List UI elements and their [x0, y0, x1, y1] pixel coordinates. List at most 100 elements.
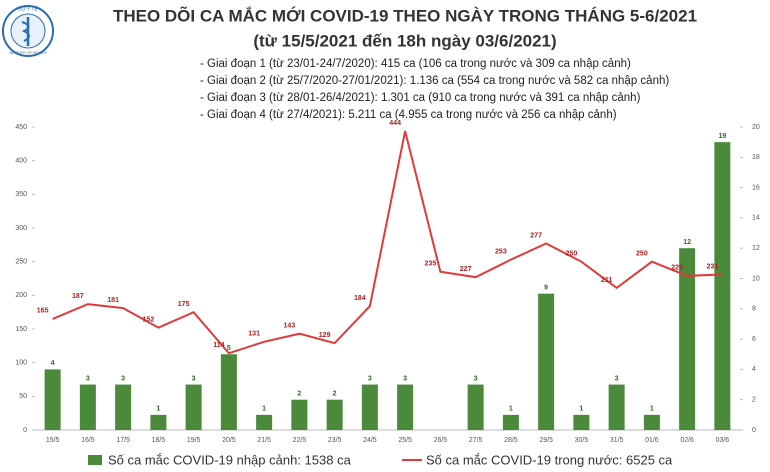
- note: - Giai đoạn 3 (từ 28/01-26/4/2021): 1.30…: [200, 92, 641, 104]
- y2-tick-label: 18: [752, 154, 760, 161]
- line-label: 184: [354, 295, 366, 302]
- bar-label: 1: [579, 406, 583, 413]
- bar: [256, 414, 273, 430]
- y2-tick-label: 0: [752, 427, 756, 434]
- bar-label: 2: [333, 391, 337, 398]
- x-tick-label: 23/5: [328, 437, 342, 444]
- y-tick-label: 300: [15, 225, 27, 232]
- y2-tick-label: 4: [752, 366, 756, 373]
- line-label: 152: [143, 316, 155, 323]
- bar-label: 3: [121, 375, 125, 382]
- bar-label: 5: [227, 345, 231, 352]
- line-label: 250: [566, 251, 578, 258]
- x-tick-label: 31/5: [610, 437, 624, 444]
- bar-label: 4: [51, 360, 55, 367]
- bar: [79, 384, 96, 430]
- line-label: 250: [636, 251, 648, 258]
- bar: [44, 369, 61, 430]
- x-tick-label: 21/5: [257, 437, 271, 444]
- bar-label: 12: [683, 239, 691, 246]
- note: - Giai đoạn 2 (từ 25/7/2020-27/01/2021):…: [200, 75, 669, 87]
- bar: [185, 384, 202, 430]
- chart-subtitle: (từ 15/5/2021 đến 18h ngày 03/6/2021): [253, 31, 556, 50]
- x-tick-label: 16/5: [81, 437, 95, 444]
- line-label: 175: [178, 301, 190, 308]
- y-tick-label: 100: [15, 360, 27, 367]
- line: [52, 130, 723, 355]
- y2-tick-label: 10: [752, 275, 760, 282]
- note: - Giai đoạn 4 (từ 27/4/2021): 5.211 ca (…: [200, 109, 617, 121]
- line-label: 229: [671, 265, 683, 272]
- bar: [679, 248, 696, 430]
- bar-label: 9: [544, 284, 548, 291]
- bar: [150, 414, 167, 430]
- y2-tick-label: 6: [752, 336, 756, 343]
- line-label: 165: [37, 308, 49, 315]
- x-tick-label: 02/6: [680, 437, 694, 444]
- line-label: 129: [319, 332, 331, 339]
- line-label: 231: [707, 263, 719, 270]
- x-tick-label: 22/5: [293, 437, 307, 444]
- legend-label: Số ca mắc COVID-19 trong nước: 6525 ca: [426, 452, 673, 467]
- y-tick-label: 50: [19, 393, 27, 400]
- line-label: 187: [72, 293, 84, 300]
- legend-swatch: [88, 455, 102, 465]
- bar: [502, 414, 519, 430]
- x-tick-label: 19/5: [187, 437, 201, 444]
- x-tick-label: 25/5: [398, 437, 412, 444]
- x-tick-label: 30/5: [575, 437, 589, 444]
- bar-label: 3: [403, 375, 407, 382]
- x-tick-label: 24/5: [363, 437, 377, 444]
- line-label: 227: [460, 266, 472, 273]
- bar: [467, 384, 484, 430]
- x-tick-label: 18/5: [152, 437, 166, 444]
- bar: [714, 142, 731, 430]
- x-tick-label: 15/5: [46, 437, 60, 444]
- y2-tick-label: 16: [752, 184, 760, 191]
- line-label: 114: [213, 342, 224, 349]
- logo-top: BỘ Y TẾ: [18, 5, 38, 12]
- bar-label: 1: [156, 406, 160, 413]
- y-tick-label: 200: [15, 292, 27, 299]
- note: - Giai đoạn 1 (từ 23/01-24/7/2020): 415 …: [200, 58, 631, 70]
- bar: [220, 354, 237, 430]
- bar: [538, 293, 555, 430]
- x-tick-label: 26/5: [434, 437, 448, 444]
- line-label: 235: [425, 261, 437, 268]
- bar-label: 3: [368, 375, 372, 382]
- bar-label: 3: [86, 375, 90, 382]
- bar-label: 3: [192, 375, 196, 382]
- y-tick-label: 150: [15, 326, 27, 333]
- chart-title: THEO DÕI CA MẮC MỚI COVID-19 THEO NGÀY T…: [113, 5, 697, 25]
- y-tick-label: 450: [15, 124, 27, 131]
- logo: BỘ Y TẾ MINISTRY OF HEALTH: [2, 5, 54, 57]
- y2-tick-label: 14: [752, 215, 760, 222]
- bar-label: 1: [262, 406, 266, 413]
- x-tick-label: 20/5: [222, 437, 236, 444]
- x-tick-label: 01/6: [645, 437, 659, 444]
- bar-label: 1: [509, 406, 513, 413]
- y2-tick-label: 20: [752, 124, 760, 131]
- y-tick-label: 0: [23, 427, 27, 434]
- y2-tick-label: 12: [752, 245, 760, 252]
- x-tick-label: 29/5: [539, 437, 553, 444]
- bar-label: 1: [650, 406, 654, 413]
- bar: [291, 399, 308, 430]
- y-tick-label: 400: [15, 158, 27, 165]
- line-label: 181: [107, 297, 119, 304]
- bar: [361, 384, 378, 430]
- bar: [326, 399, 343, 430]
- bar: [608, 384, 625, 430]
- line-label: 143: [284, 323, 296, 330]
- bar-label: 3: [474, 375, 478, 382]
- y-tick-label: 250: [15, 259, 27, 266]
- bar-label: 2: [297, 391, 301, 398]
- bar: [397, 384, 414, 430]
- line-label: 211: [601, 277, 612, 284]
- logo-bottom: MINISTRY OF HEALTH: [10, 51, 47, 55]
- x-tick-label: 27/5: [469, 437, 483, 444]
- line-label: 444: [389, 120, 401, 127]
- y-tick-label: 350: [15, 191, 27, 198]
- line-label: 131: [248, 331, 260, 338]
